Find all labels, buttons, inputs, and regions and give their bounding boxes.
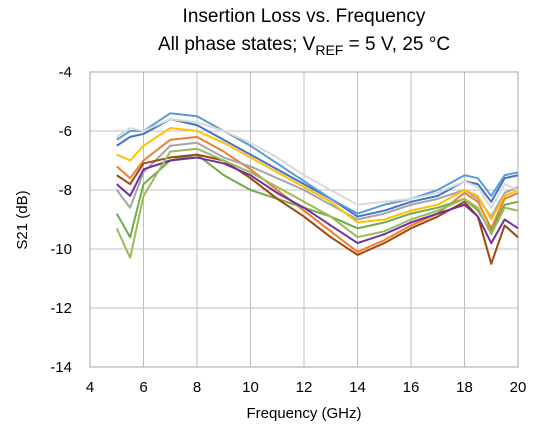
chart-title: Insertion Loss vs. Frequency [183, 6, 426, 27]
plot-border [89, 71, 519, 368]
x-tick-label: 16 [403, 379, 420, 396]
subtitle-text: = 5 V, 25 °C [343, 34, 450, 55]
y-tick-label: -12 [50, 300, 72, 317]
x-tick-label: 20 [510, 379, 527, 396]
series-line [116, 118, 519, 209]
chart-subtitle: All phase states; VREF = 5 V, 25 °C [158, 34, 450, 58]
x-tick-label: 12 [296, 379, 313, 396]
series-line [116, 112, 519, 215]
series-line [115, 141, 519, 221]
y-tick-label: -6 [59, 123, 72, 140]
y-tick-label: -8 [59, 182, 72, 199]
y-axis-label: S21 (dB) [14, 190, 31, 249]
series-line [115, 153, 519, 239]
series-line [116, 127, 519, 224]
y-tick-label: -14 [50, 359, 72, 376]
subtitle-subscript: REF [315, 42, 343, 58]
x-tick-label: 18 [456, 379, 473, 396]
x-tick-label: 8 [193, 379, 201, 396]
subtitle-text: All phase states; V [158, 34, 316, 55]
series-line [116, 135, 519, 253]
series-line [115, 147, 519, 259]
x-tick-label: 4 [86, 379, 94, 396]
x-tick-label: 6 [139, 379, 147, 396]
x-tick-label: 10 [242, 379, 259, 396]
series-line [116, 156, 519, 245]
x-tick-label: 14 [349, 379, 366, 396]
y-tick-label: -10 [50, 241, 72, 258]
y-tick-label: -4 [59, 64, 72, 81]
x-axis-label: Frequency (GHz) [246, 405, 361, 422]
